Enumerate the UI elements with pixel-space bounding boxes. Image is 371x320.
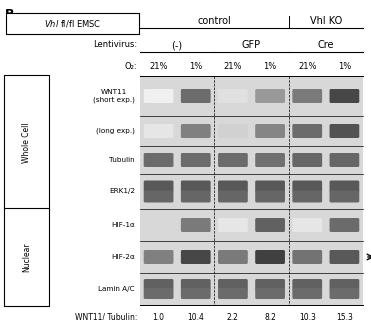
FancyBboxPatch shape [255,218,285,232]
Text: Nuclear: Nuclear [22,242,31,272]
FancyBboxPatch shape [181,124,211,138]
FancyBboxPatch shape [329,288,359,299]
Text: 1.0: 1.0 [152,313,165,320]
FancyBboxPatch shape [329,218,359,232]
FancyBboxPatch shape [329,279,359,290]
Text: WNT11
(short exp.): WNT11 (short exp.) [93,89,135,103]
Text: Cre: Cre [318,40,334,50]
Text: (-): (-) [172,40,183,50]
FancyBboxPatch shape [218,89,248,103]
FancyBboxPatch shape [4,208,49,306]
Text: O₂:: O₂: [124,62,137,71]
Text: (long exp.): (long exp.) [96,128,135,134]
FancyBboxPatch shape [292,153,322,167]
FancyBboxPatch shape [255,279,285,290]
Text: Whole Cell: Whole Cell [22,122,31,163]
FancyBboxPatch shape [144,153,174,167]
Bar [140,76,363,305]
Text: Lamin A/C: Lamin A/C [98,286,135,292]
FancyBboxPatch shape [181,180,211,193]
Text: WNT11/ Tubulin:: WNT11/ Tubulin: [75,313,137,320]
FancyBboxPatch shape [292,124,322,138]
Text: 21%: 21% [298,62,316,71]
Text: Vhl KO: Vhl KO [310,16,342,26]
Text: 1%: 1% [263,62,277,71]
FancyBboxPatch shape [255,180,285,193]
FancyBboxPatch shape [292,288,322,299]
Text: 21%: 21% [150,62,168,71]
FancyBboxPatch shape [329,153,359,167]
FancyBboxPatch shape [255,89,285,103]
FancyBboxPatch shape [218,250,248,264]
FancyBboxPatch shape [218,124,248,138]
Text: GFP: GFP [242,40,261,50]
FancyBboxPatch shape [218,279,248,290]
Text: $\it{Vhl}$ fl/fl EMSC: $\it{Vhl}$ fl/fl EMSC [44,18,101,29]
Text: HIF-1α: HIF-1α [111,222,135,228]
FancyBboxPatch shape [218,190,248,203]
Text: 1%: 1% [189,62,202,71]
FancyBboxPatch shape [218,153,248,167]
Text: 10.4: 10.4 [187,313,204,320]
FancyBboxPatch shape [4,75,49,210]
FancyBboxPatch shape [255,288,285,299]
FancyBboxPatch shape [329,180,359,193]
FancyBboxPatch shape [329,190,359,203]
FancyBboxPatch shape [255,190,285,203]
FancyBboxPatch shape [181,288,211,299]
Text: HIF-2α: HIF-2α [111,254,135,260]
Text: B: B [5,8,14,21]
Text: Lentivirus:: Lentivirus: [93,40,137,49]
FancyBboxPatch shape [292,279,322,290]
Text: 1%: 1% [338,62,351,71]
FancyBboxPatch shape [181,250,211,264]
FancyBboxPatch shape [218,218,248,232]
Text: 10.3: 10.3 [299,313,316,320]
Text: 15.3: 15.3 [336,313,353,320]
FancyBboxPatch shape [144,89,174,103]
FancyBboxPatch shape [181,153,211,167]
FancyBboxPatch shape [329,89,359,103]
FancyBboxPatch shape [144,279,174,290]
Text: 21%: 21% [224,62,242,71]
FancyBboxPatch shape [255,124,285,138]
FancyBboxPatch shape [292,89,322,103]
FancyBboxPatch shape [292,218,322,232]
FancyBboxPatch shape [329,250,359,264]
FancyBboxPatch shape [255,153,285,167]
FancyBboxPatch shape [218,180,248,193]
FancyBboxPatch shape [181,279,211,290]
Text: control: control [197,16,231,26]
FancyBboxPatch shape [144,180,174,193]
Text: Tubulin: Tubulin [109,157,135,163]
FancyBboxPatch shape [255,250,285,264]
FancyBboxPatch shape [144,250,174,264]
FancyBboxPatch shape [292,190,322,203]
Text: ERK1/2: ERK1/2 [109,188,135,195]
FancyBboxPatch shape [181,89,211,103]
Text: 2.2: 2.2 [227,313,239,320]
FancyBboxPatch shape [329,124,359,138]
Text: 8.2: 8.2 [264,313,276,320]
FancyBboxPatch shape [144,288,174,299]
FancyBboxPatch shape [144,190,174,203]
FancyBboxPatch shape [292,250,322,264]
FancyBboxPatch shape [292,180,322,193]
FancyBboxPatch shape [218,288,248,299]
FancyBboxPatch shape [144,124,174,138]
FancyBboxPatch shape [6,13,139,34]
FancyBboxPatch shape [181,218,211,232]
FancyBboxPatch shape [181,190,211,203]
